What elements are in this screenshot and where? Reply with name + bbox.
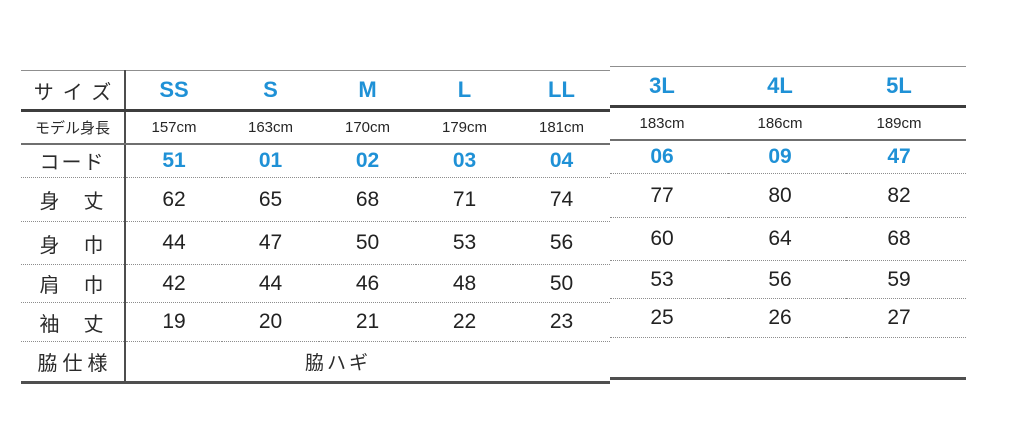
size-header-4l: 4L <box>728 66 846 108</box>
value-cell: 80 <box>728 173 846 218</box>
row-model-height: 183cm 186cm 189cm <box>610 106 966 141</box>
row-code: 06 09 47 <box>610 139 966 174</box>
value-cell: 74 <box>513 177 610 222</box>
value-cell: 48 <box>416 264 513 303</box>
value-cell: 20 <box>222 302 319 342</box>
side-spec-empty-cell <box>610 337 966 380</box>
value-cell: 51 <box>125 143 222 178</box>
row-label-shoulder-width: 肩 巾 <box>21 264 126 303</box>
side-spec-value: 脇ハギ <box>125 341 610 384</box>
row-shoulder-width: 肩 巾 42 44 46 48 50 <box>21 264 610 303</box>
value-cell: 59 <box>846 260 966 299</box>
row-label-code: コード <box>21 143 126 178</box>
row-shoulder-width: 53 56 59 <box>610 260 966 299</box>
row-model-height: モデル身長 157cm 163cm 170cm 179cm 181cm <box>21 110 610 145</box>
value-cell: 56 <box>728 260 846 299</box>
value-cell: 46 <box>319 264 416 303</box>
value-cell: 56 <box>513 221 610 265</box>
size-header-l: L <box>416 70 513 112</box>
value-cell: 03 <box>416 143 513 178</box>
row-side-spec <box>610 337 966 380</box>
value-cell: 65 <box>222 177 319 222</box>
value-cell: 186cm <box>728 106 846 141</box>
value-cell: 26 <box>728 298 846 338</box>
size-header-s: S <box>222 70 319 112</box>
value-cell: 179cm <box>416 110 513 145</box>
size-chart: サイズ SS S M L LL モデル身長 157cm 163cm 170cm … <box>21 66 966 384</box>
value-cell: 42 <box>125 264 222 303</box>
value-cell: 64 <box>728 217 846 261</box>
value-cell: 01 <box>222 143 319 178</box>
row-label-body-length: 身 丈 <box>21 177 126 222</box>
value-cell: 04 <box>513 143 610 178</box>
value-cell: 68 <box>319 177 416 222</box>
value-cell: 23 <box>513 302 610 342</box>
value-cell: 71 <box>416 177 513 222</box>
value-cell: 53 <box>416 221 513 265</box>
value-cell: 181cm <box>513 110 610 145</box>
size-header-ss: SS <box>125 70 222 112</box>
size-chart-right-table: 3L 4L 5L 183cm 186cm 189cm 06 09 47 77 8… <box>610 66 966 380</box>
value-cell: 44 <box>125 221 222 265</box>
row-label-body-width: 身 巾 <box>21 221 126 265</box>
value-cell: 170cm <box>319 110 416 145</box>
value-cell: 27 <box>846 298 966 338</box>
size-header-m: M <box>319 70 416 112</box>
value-cell: 53 <box>610 260 728 299</box>
row-size-header: 3L 4L 5L <box>610 66 966 108</box>
row-label-side-spec: 脇仕様 <box>21 341 126 384</box>
row-label-sleeve-length: 袖 丈 <box>21 302 126 342</box>
size-header-ll: LL <box>513 70 610 112</box>
value-cell: 25 <box>610 298 728 338</box>
row-size-header: サイズ SS S M L LL <box>21 70 610 112</box>
value-cell: 183cm <box>610 106 728 141</box>
value-cell: 50 <box>319 221 416 265</box>
size-header-5l: 5L <box>846 66 966 108</box>
value-cell: 60 <box>610 217 728 261</box>
row-label-size: サイズ <box>21 70 126 112</box>
row-sleeve-length: 袖 丈 19 20 21 22 23 <box>21 302 610 342</box>
row-side-spec: 脇仕様 脇ハギ <box>21 341 610 384</box>
row-body-width: 身 巾 44 47 50 53 56 <box>21 221 610 265</box>
value-cell: 19 <box>125 302 222 342</box>
value-cell: 47 <box>222 221 319 265</box>
value-cell: 06 <box>610 139 728 174</box>
row-code: コード 51 01 02 03 04 <box>21 143 610 178</box>
value-cell: 163cm <box>222 110 319 145</box>
value-cell: 68 <box>846 217 966 261</box>
value-cell: 44 <box>222 264 319 303</box>
value-cell: 62 <box>125 177 222 222</box>
value-cell: 21 <box>319 302 416 342</box>
value-cell: 22 <box>416 302 513 342</box>
value-cell: 50 <box>513 264 610 303</box>
row-body-width: 60 64 68 <box>610 217 966 261</box>
row-body-length: 身 丈 62 65 68 71 74 <box>21 177 610 222</box>
row-sleeve-length: 25 26 27 <box>610 298 966 338</box>
row-body-length: 77 80 82 <box>610 173 966 218</box>
size-chart-left-table: サイズ SS S M L LL モデル身長 157cm 163cm 170cm … <box>21 70 610 384</box>
value-cell: 47 <box>846 139 966 174</box>
value-cell: 09 <box>728 139 846 174</box>
value-cell: 157cm <box>125 110 222 145</box>
value-cell: 189cm <box>846 106 966 141</box>
value-cell: 82 <box>846 173 966 218</box>
value-cell: 77 <box>610 173 728 218</box>
value-cell: 02 <box>319 143 416 178</box>
size-header-3l: 3L <box>610 66 728 108</box>
row-label-model-height: モデル身長 <box>21 110 126 145</box>
